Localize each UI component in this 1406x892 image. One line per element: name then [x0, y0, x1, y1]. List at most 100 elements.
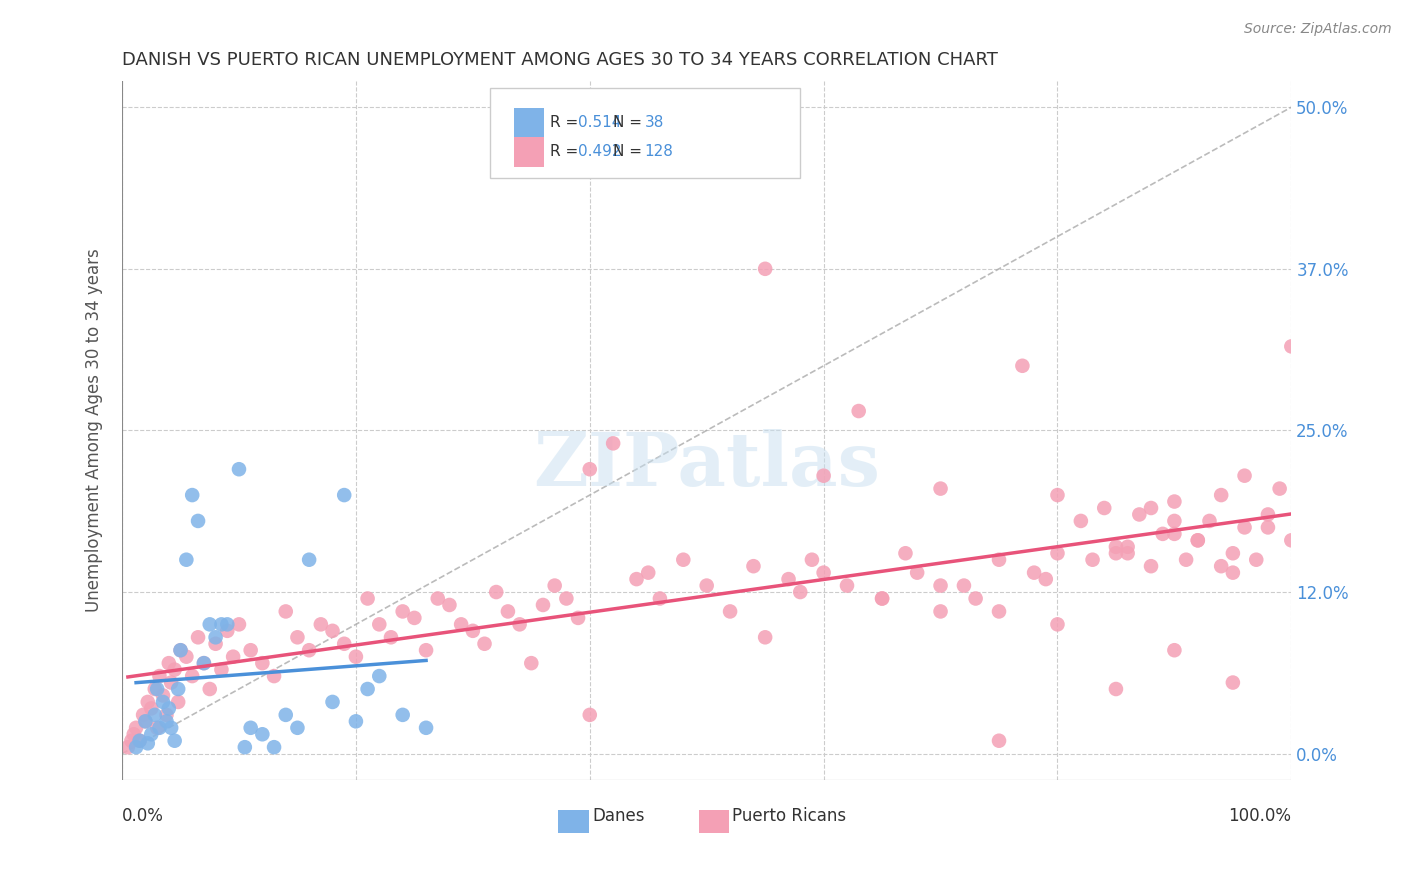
Point: [143, 707, 166, 722]
Point: [1140, 559, 1163, 574]
Point: [176, 552, 198, 566]
Point: [169, 643, 191, 657]
Point: [287, 721, 309, 735]
Point: [333, 637, 356, 651]
Point: [152, 695, 174, 709]
Point: [209, 663, 232, 677]
Point: [391, 707, 413, 722]
Point: [1070, 514, 1092, 528]
Point: [322, 695, 344, 709]
Point: [1046, 546, 1069, 560]
Point: [450, 617, 472, 632]
Point: [520, 656, 543, 670]
Point: [1116, 540, 1139, 554]
Point: [1092, 501, 1115, 516]
Point: [136, 736, 159, 750]
Point: [146, 681, 169, 696]
Point: [988, 552, 1011, 566]
Point: [298, 552, 321, 566]
Point: [1257, 508, 1279, 522]
Point: [128, 733, 150, 747]
Point: [1163, 527, 1185, 541]
Point: [1279, 533, 1302, 548]
Point: [274, 707, 297, 722]
Point: [965, 591, 987, 606]
Point: [136, 695, 159, 709]
FancyBboxPatch shape: [699, 810, 728, 833]
Point: [128, 733, 150, 747]
Point: [1257, 520, 1279, 534]
Text: ZIPatlas: ZIPatlas: [533, 429, 880, 502]
Point: [1046, 617, 1069, 632]
Point: [263, 740, 285, 755]
Point: [813, 468, 835, 483]
Text: Source: ZipAtlas.com: Source: ZipAtlas.com: [1244, 22, 1392, 37]
Point: [181, 669, 204, 683]
Point: [870, 591, 893, 606]
Point: [169, 643, 191, 657]
Point: [141, 701, 163, 715]
Point: [333, 488, 356, 502]
Point: [1035, 572, 1057, 586]
Point: [578, 462, 600, 476]
FancyBboxPatch shape: [513, 137, 544, 167]
Point: [1081, 552, 1104, 566]
Point: [426, 591, 449, 606]
Point: [602, 436, 624, 450]
Point: [148, 669, 170, 683]
Point: [567, 611, 589, 625]
Point: [217, 617, 239, 632]
Point: [176, 649, 198, 664]
Point: [163, 663, 186, 677]
Text: R =: R =: [550, 115, 583, 130]
Point: [298, 643, 321, 657]
Point: [800, 552, 823, 566]
Y-axis label: Unemployment Among Ages 30 to 34 years: Unemployment Among Ages 30 to 34 years: [86, 249, 103, 612]
Point: [1011, 359, 1033, 373]
Point: [754, 261, 776, 276]
Point: [204, 630, 226, 644]
Text: 100.0%: 100.0%: [1229, 807, 1291, 825]
Point: [531, 598, 554, 612]
FancyBboxPatch shape: [558, 810, 589, 833]
Point: [496, 604, 519, 618]
Point: [380, 630, 402, 644]
Text: 0.492: 0.492: [578, 145, 621, 160]
Point: [461, 624, 484, 638]
Point: [143, 681, 166, 696]
Point: [835, 578, 858, 592]
Point: [813, 566, 835, 580]
Point: [1140, 501, 1163, 516]
Point: [648, 591, 671, 606]
Point: [696, 578, 718, 592]
Point: [152, 689, 174, 703]
Text: N =: N =: [613, 115, 647, 130]
Point: [485, 585, 508, 599]
Point: [134, 714, 156, 729]
Point: [509, 617, 531, 632]
Text: N =: N =: [613, 145, 647, 160]
Point: [1175, 552, 1198, 566]
Point: [1222, 675, 1244, 690]
Point: [1279, 339, 1302, 353]
Point: [894, 546, 917, 560]
Point: [356, 681, 378, 696]
Point: [344, 714, 367, 729]
Point: [157, 656, 180, 670]
Point: [344, 649, 367, 664]
Point: [1046, 488, 1069, 502]
Point: [204, 637, 226, 651]
Point: [1105, 681, 1128, 696]
Point: [252, 656, 274, 670]
Point: [167, 681, 190, 696]
Point: [252, 727, 274, 741]
Point: [148, 721, 170, 735]
Point: [155, 707, 177, 722]
Point: [404, 611, 426, 625]
Point: [160, 721, 183, 735]
Point: [626, 572, 648, 586]
Point: [1152, 527, 1174, 541]
Point: [929, 604, 952, 618]
Point: [905, 566, 928, 580]
Point: [929, 578, 952, 592]
